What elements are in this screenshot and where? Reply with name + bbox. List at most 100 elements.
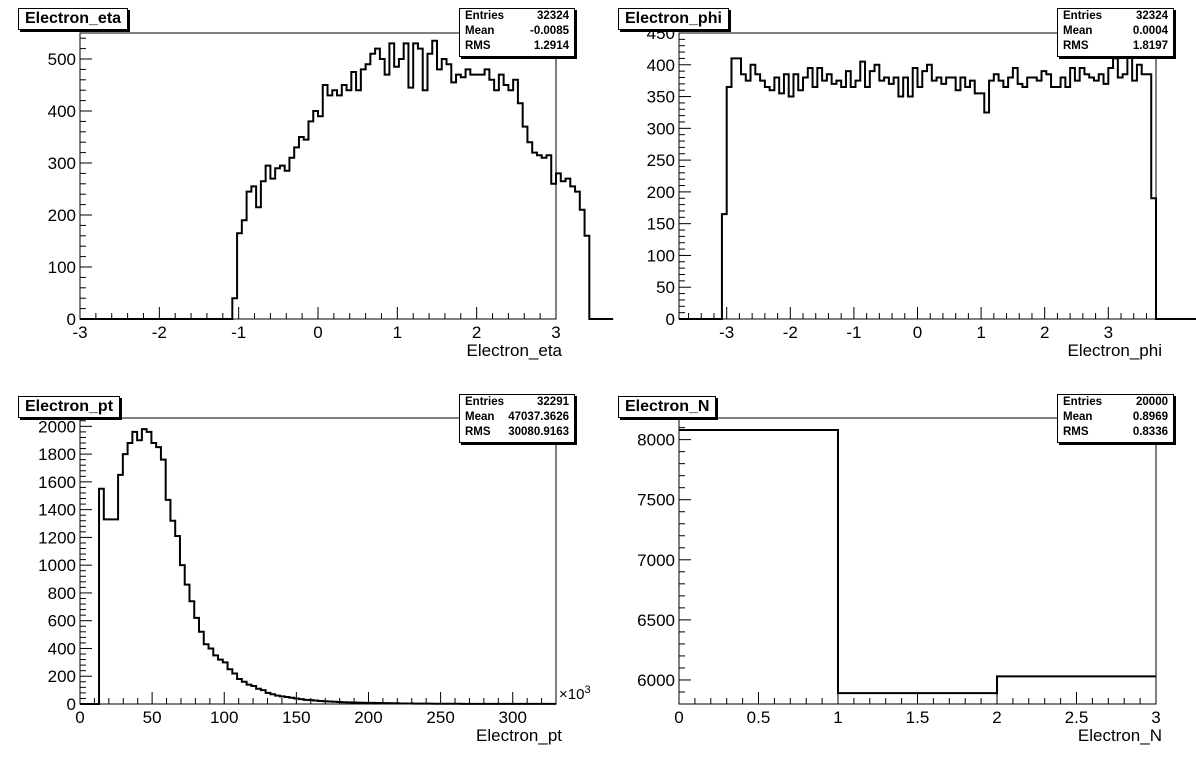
stats-box: Entries 32291 Mean 47037.3626 RMS 30080.9163 <box>459 394 575 443</box>
y-tick-label: 7500 <box>637 491 675 510</box>
stats-label: RMS <box>1063 40 1089 52</box>
y-tick-label: 8000 <box>637 431 675 450</box>
stats-box: Entries 32324 Mean 0.0004 RMS 1.8197 <box>1057 8 1174 57</box>
stats-row-entries: Entries 32324 <box>1058 9 1173 24</box>
x-axis-title: Electron_eta <box>467 341 563 360</box>
histogram-title: Electron_N <box>618 396 717 418</box>
y-tick-label: 350 <box>647 88 675 107</box>
x-tick-label: 1 <box>976 323 985 342</box>
y-tick-label: 0 <box>67 695 76 714</box>
y-tick-label: 400 <box>48 102 76 121</box>
x-tick-label: 1.5 <box>906 708 930 727</box>
y-tick-label: 200 <box>48 206 76 225</box>
histogram-bin <box>838 693 997 704</box>
x-tick-label: 3 <box>551 323 560 342</box>
stats-row-mean: Mean 47037.3626 <box>460 410 574 425</box>
stats-row-rms: RMS 30080.9163 <box>460 425 574 440</box>
stats-label: Entries <box>1063 10 1102 22</box>
plot-frame <box>79 417 557 705</box>
y-tick-label: 100 <box>48 258 76 277</box>
y-tick-label: 400 <box>48 639 76 658</box>
x-tick-label: 300 <box>499 708 527 727</box>
y-tick-label: 1600 <box>38 473 76 492</box>
histogram-step-line <box>80 428 556 705</box>
histogram-step-line <box>80 39 614 320</box>
x-tick-label: 100 <box>210 708 238 727</box>
y-tick-label: 2000 <box>38 417 76 436</box>
x-axis-exponent-label: ×103 <box>559 684 591 703</box>
histogram-bin <box>679 430 838 704</box>
x-axis-title: Electron_N <box>1078 726 1162 745</box>
x-tick-label: -3 <box>719 323 734 342</box>
x-axis-title: Electron_pt <box>476 726 562 745</box>
y-tick-label: 6000 <box>637 671 675 690</box>
y-tick-label: 300 <box>647 119 675 138</box>
stats-label: Mean <box>465 411 495 423</box>
stats-row-rms: RMS 1.8197 <box>1058 39 1173 54</box>
y-tick-label: 100 <box>647 246 675 265</box>
stats-row-entries: Entries 32291 <box>460 395 574 410</box>
stats-value: 20000 <box>1136 396 1168 408</box>
x-tick-label: 50 <box>143 708 162 727</box>
y-tick-label: 7000 <box>637 551 675 570</box>
histogram-step-line <box>679 51 1196 320</box>
x-axis-title: Electron_phi <box>1067 341 1162 360</box>
y-tick-label: 1800 <box>38 445 76 464</box>
stats-row-rms: RMS 0.8336 <box>1058 425 1173 440</box>
y-tick-label: 250 <box>647 151 675 170</box>
x-tick-label: 0 <box>913 323 922 342</box>
histogram-bin <box>997 676 1156 704</box>
stats-value: 30080.9163 <box>508 426 569 438</box>
x-tick-label: 2 <box>472 323 481 342</box>
x-tick-label: 250 <box>426 708 454 727</box>
histogram-title: Electron_pt <box>18 396 121 418</box>
stats-label: Entries <box>465 396 504 408</box>
x-tick-label: 2 <box>1040 323 1049 342</box>
stats-value: -0.0085 <box>529 25 569 37</box>
stats-value: 32324 <box>1136 10 1168 22</box>
stats-row-mean: Mean 0.0004 <box>1058 24 1173 39</box>
stats-value: 0.0004 <box>1132 25 1168 37</box>
histogram-title: Electron_eta <box>18 8 129 30</box>
y-tick-label: 6500 <box>637 611 675 630</box>
stats-label: Mean <box>1063 411 1093 423</box>
x-tick-label: 150 <box>282 708 310 727</box>
y-tick-label: 1200 <box>38 528 76 547</box>
x-tick-label: 1 <box>833 708 842 727</box>
stats-label: Entries <box>465 10 504 22</box>
y-tick-label: 1000 <box>38 556 76 575</box>
y-tick-label: 500 <box>48 50 76 69</box>
y-tick-label: 1400 <box>38 501 76 520</box>
stats-row-entries: Entries 32324 <box>460 9 574 24</box>
x-tick-label: -3 <box>72 323 87 342</box>
y-tick-label: 400 <box>647 56 675 75</box>
x-tick-label: -2 <box>783 323 798 342</box>
y-tick-label: 800 <box>48 584 76 603</box>
x-tick-label: 0 <box>75 708 84 727</box>
stats-label: Mean <box>465 25 495 37</box>
stats-label: RMS <box>1063 426 1089 438</box>
y-tick-label: 50 <box>656 278 675 297</box>
stats-row-entries: Entries 20000 <box>1058 395 1173 410</box>
x-tick-label: 3 <box>1104 323 1113 342</box>
x-tick-label: 200 <box>354 708 382 727</box>
stats-row-mean: Mean 0.8969 <box>1058 410 1173 425</box>
stats-value: 1.2914 <box>533 40 569 52</box>
x-tick-label: -2 <box>152 323 167 342</box>
y-tick-label: 200 <box>647 183 675 202</box>
stats-value: 0.8969 <box>1132 411 1168 423</box>
x-tick-label: 0 <box>313 323 322 342</box>
stats-box: Entries 32324 Mean -0.0085 RMS 1.2914 <box>459 8 575 57</box>
x-tick-label: 0 <box>674 708 683 727</box>
y-tick-label: 600 <box>48 612 76 631</box>
stats-label: RMS <box>465 40 491 52</box>
x-tick-label: -1 <box>846 323 861 342</box>
stats-box: Entries 20000 Mean 0.8969 RMS 0.8336 <box>1057 394 1174 443</box>
stats-value: 32324 <box>537 10 569 22</box>
stats-label: Mean <box>1063 25 1093 37</box>
x-tick-label: 0.5 <box>747 708 771 727</box>
stats-value: 1.8197 <box>1132 40 1168 52</box>
stats-label: RMS <box>465 426 491 438</box>
y-tick-label: 150 <box>647 215 675 234</box>
